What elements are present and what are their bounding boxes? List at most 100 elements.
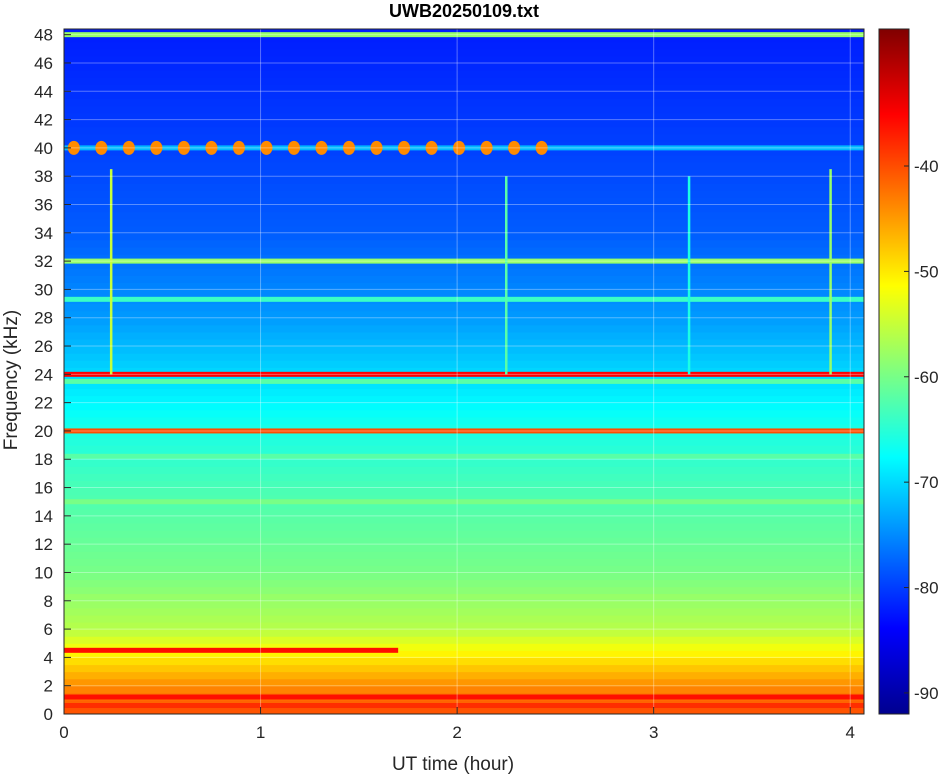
background-band — [64, 487, 864, 496]
background-band — [64, 197, 864, 206]
background-band — [64, 211, 864, 220]
y-tick-label: 0 — [44, 705, 53, 724]
background-band — [64, 232, 864, 241]
y-tick-label: 6 — [44, 620, 53, 639]
background-band — [64, 154, 864, 163]
background-band — [64, 126, 864, 135]
background-band — [64, 246, 864, 255]
y-tick-label: 12 — [34, 535, 53, 554]
background-band — [64, 388, 864, 397]
y-tick-label: 14 — [34, 507, 53, 526]
background-band — [64, 84, 864, 92]
background-band — [64, 586, 864, 595]
horizontal-emission-line — [64, 258, 864, 264]
background-band — [64, 331, 864, 340]
x-tick-label: 2 — [452, 723, 461, 742]
y-tick-label: 32 — [34, 252, 53, 271]
background-band — [64, 34, 864, 43]
plot-frame — [63, 28, 865, 715]
horizontal-emission-line — [64, 428, 864, 434]
background-band — [64, 423, 864, 432]
plot-grid — [63, 29, 864, 715]
pulse-40khz — [177, 140, 190, 155]
pulse-40khz — [370, 140, 383, 155]
background-band — [64, 501, 864, 510]
background-band — [64, 275, 864, 283]
horizontal-emission-line — [64, 594, 864, 600]
background-band — [64, 537, 864, 545]
background-band — [64, 268, 864, 276]
background-band — [64, 176, 864, 184]
pulse-40khz — [425, 140, 438, 155]
y-tick-label: 34 — [34, 224, 53, 243]
background-band — [64, 664, 864, 673]
y-tick-label: 24 — [34, 365, 53, 384]
background-band — [64, 480, 864, 489]
y-tick-label: 28 — [34, 309, 53, 328]
y-tick-label: 46 — [34, 54, 53, 73]
colorbar-tick-label: -90 — [914, 684, 939, 703]
background-band — [64, 346, 864, 354]
y-tick-label: 2 — [44, 677, 53, 696]
colorbar-tick-label: -50 — [914, 262, 939, 281]
background-band — [64, 317, 864, 326]
pulse-40khz — [398, 140, 411, 155]
background-band — [64, 600, 864, 609]
background-band — [64, 360, 864, 368]
background-band — [64, 636, 864, 644]
x-tick-label: 3 — [649, 723, 658, 742]
horizontal-emission-line — [64, 296, 864, 302]
spectrogram-image — [64, 29, 864, 714]
background-band — [64, 353, 864, 361]
y-tick-label: 10 — [34, 563, 53, 582]
pulse-40khz — [205, 140, 218, 155]
pulse-40khz — [535, 140, 548, 155]
y-axis-label: Frequency (kHz) — [1, 310, 22, 450]
y-tick-label: 4 — [44, 648, 53, 667]
background-band — [64, 515, 864, 524]
pulse-40khz — [122, 140, 135, 155]
background-band — [64, 190, 864, 199]
colorbar-gradient — [878, 28, 910, 715]
background-band — [64, 650, 864, 658]
background-band — [64, 657, 864, 666]
background-band — [64, 310, 864, 319]
background-band — [64, 29, 864, 36]
background-band — [64, 685, 864, 694]
pulse-40khz — [67, 140, 80, 155]
pulse-40khz — [95, 140, 108, 155]
y-tick-label: 44 — [34, 82, 53, 101]
pulse-40khz — [150, 140, 163, 155]
background-band — [64, 409, 864, 418]
pulse-40khz — [343, 140, 356, 155]
x-axis-label: UT time (hour) — [392, 754, 514, 775]
background-band — [64, 572, 864, 581]
x-tick-label: 4 — [846, 723, 855, 742]
background-band — [64, 254, 864, 262]
background-band — [64, 55, 864, 64]
pulse-40khz — [453, 140, 466, 155]
y-tick-label: 18 — [34, 450, 53, 469]
y-tick-label: 40 — [34, 139, 53, 158]
y-tick-label: 8 — [44, 592, 53, 611]
x-tick-label: 1 — [256, 723, 265, 742]
background-band — [64, 338, 864, 347]
pulse-40khz — [232, 140, 245, 155]
background-band — [64, 579, 864, 588]
colorbar-tick-label: -80 — [914, 579, 939, 598]
background-band — [64, 430, 864, 439]
background-band — [64, 508, 864, 517]
y-tick-label: 20 — [34, 422, 53, 441]
background-band — [64, 494, 864, 503]
horizontal-emission-line — [64, 378, 864, 384]
pulse-40khz — [315, 140, 328, 155]
horizontal-emission-line — [64, 703, 864, 709]
chart-title: UWB20250109.txt — [389, 1, 539, 21]
horizontal-emission-line — [64, 371, 864, 377]
background-band — [64, 565, 864, 574]
background-band — [64, 374, 864, 383]
y-tick-label: 22 — [34, 394, 53, 413]
background-band — [64, 62, 864, 71]
background-band — [64, 551, 864, 559]
y-axis-ticks: 0246810121416182022242628303234363840424… — [34, 26, 71, 724]
